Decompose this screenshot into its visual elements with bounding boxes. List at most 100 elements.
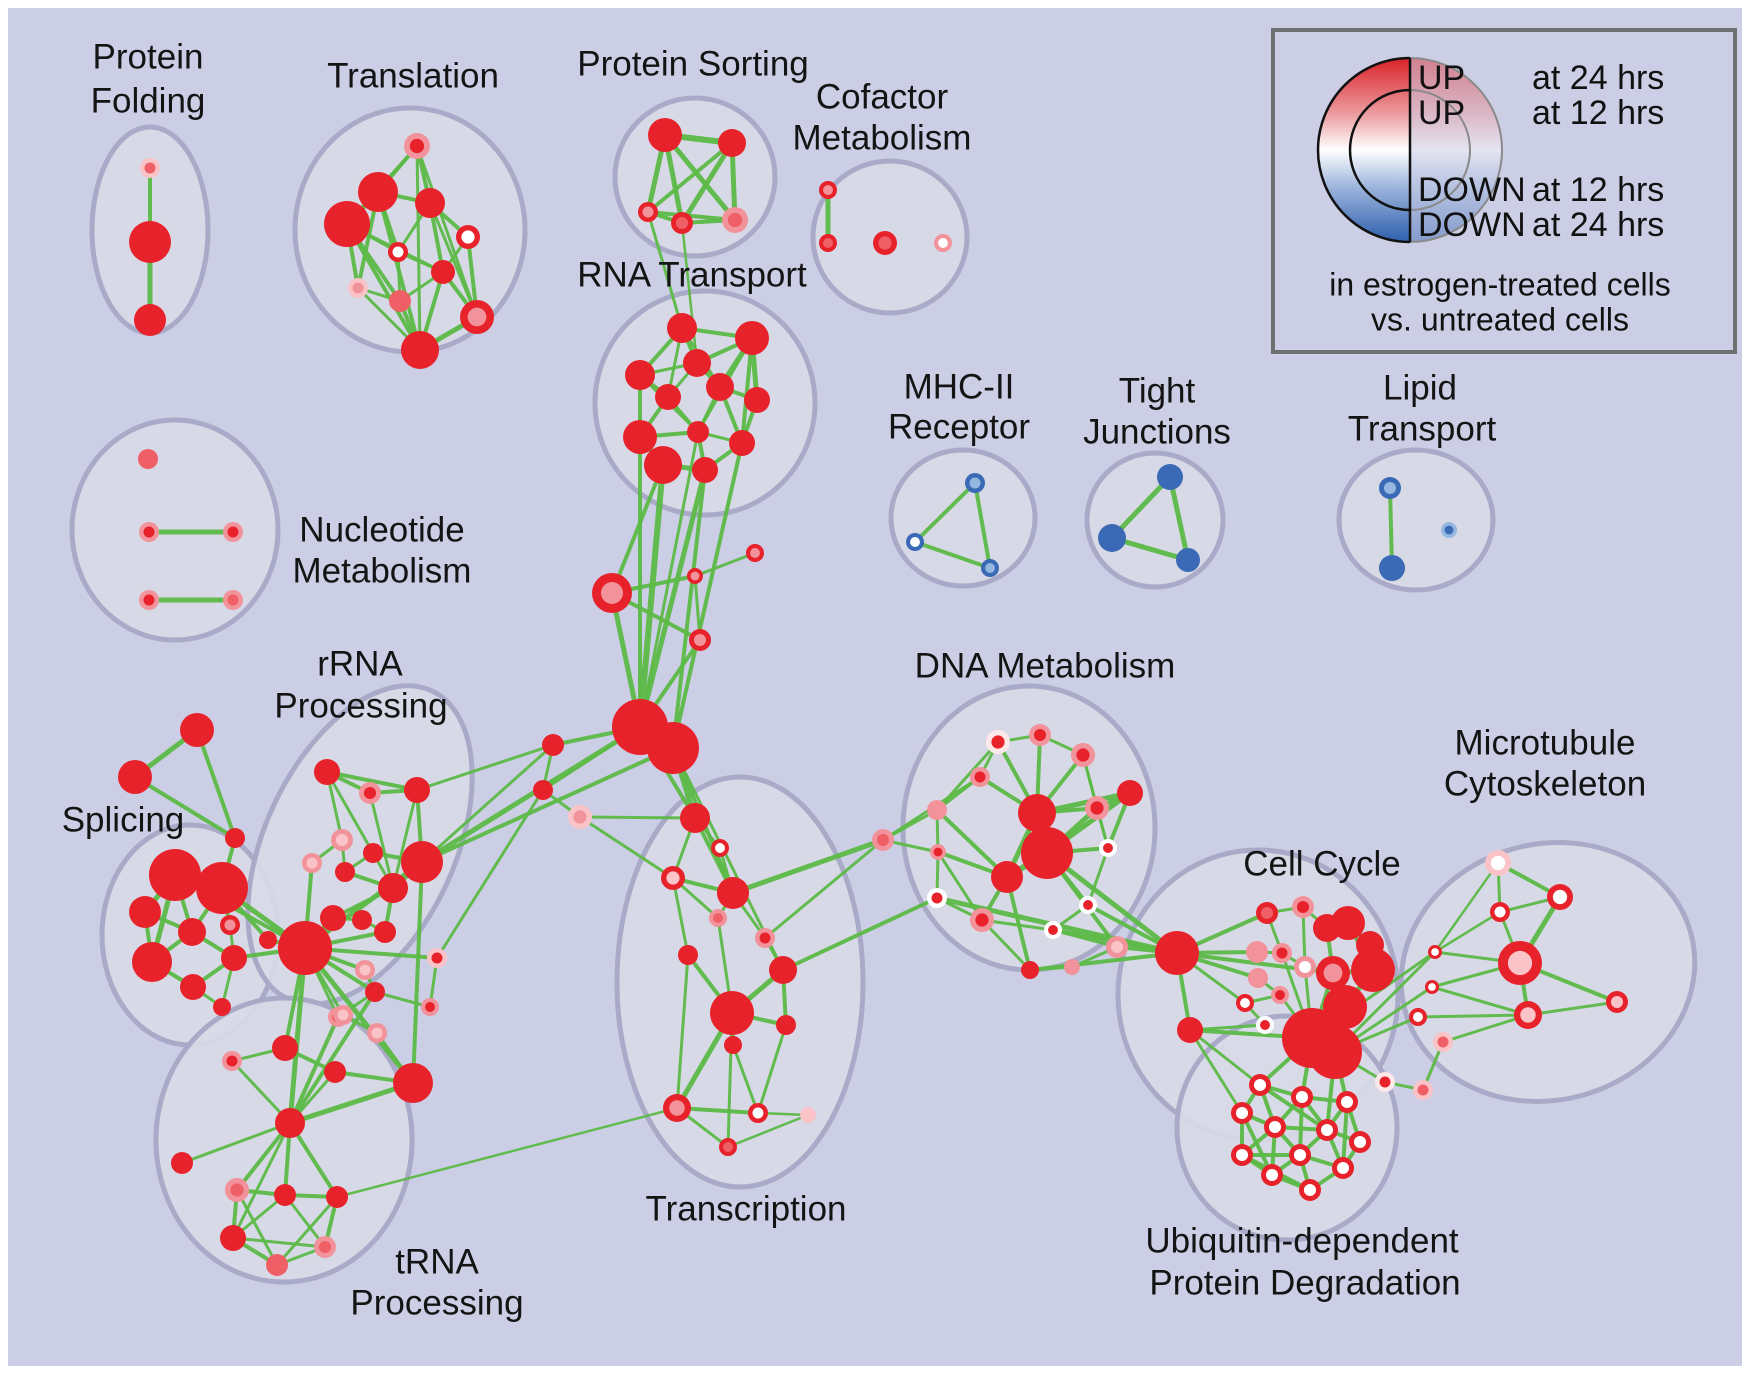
network-node — [355, 960, 375, 980]
network-edge — [325, 770, 375, 855]
node-core-12h — [750, 548, 760, 558]
node-core-12h — [660, 389, 676, 405]
network-edge — [1388, 486, 1394, 570]
network-node — [333, 1005, 353, 1025]
network-node — [324, 201, 370, 247]
network-node — [221, 945, 247, 971]
network-node — [1155, 931, 1199, 975]
node-core-12h — [325, 910, 341, 926]
node-core-12h — [409, 138, 425, 154]
node-core-12h — [803, 1110, 813, 1120]
network-node — [986, 730, 1010, 754]
network-node — [1029, 724, 1051, 746]
cluster-label-cofactor-metabolism: Metabolism — [793, 118, 972, 157]
node-core-12h — [402, 1072, 424, 1094]
network-edge — [288, 990, 377, 1125]
node-core-12h — [537, 784, 549, 796]
network-node — [367, 1023, 387, 1043]
network-edge — [781, 896, 939, 972]
node-core-12h — [876, 833, 890, 847]
node-core-12h — [823, 185, 833, 195]
network-node — [1425, 980, 1439, 994]
legend-caption: vs. untreated cells — [1371, 301, 1629, 337]
network-node — [623, 420, 657, 454]
cluster-label-mhc-ii-receptor: MHC-II — [904, 367, 1015, 406]
cluster-label-protein-folding: Folding — [91, 81, 206, 120]
cluster-label-ubiquitin-dependent-protein-degradation: Ubiquitin-dependent — [1145, 1221, 1459, 1260]
cluster-label-tight-junctions: Junctions — [1083, 412, 1231, 451]
network-edge — [756, 1023, 788, 1115]
node-core-12h — [1182, 1022, 1198, 1038]
network-node — [1289, 1144, 1311, 1166]
network-node — [776, 1015, 796, 1035]
node-core-12h — [278, 1188, 292, 1202]
network-edge — [1441, 1013, 1530, 1044]
node-core-12h — [319, 764, 335, 780]
network-edge — [435, 788, 545, 960]
network-node — [687, 421, 709, 443]
network-node — [378, 873, 408, 903]
network-node — [1375, 1072, 1395, 1092]
node-core-12h — [1026, 802, 1048, 824]
network-node — [746, 544, 764, 562]
node-core-12h — [421, 194, 439, 212]
node-core-12h — [1250, 945, 1264, 959]
node-core-12h — [652, 454, 674, 476]
node-core-12h — [339, 866, 351, 878]
network-node — [118, 760, 152, 794]
network-node — [266, 1254, 288, 1276]
node-core-12h — [330, 1190, 344, 1204]
network-edge — [415, 144, 479, 319]
network-edge — [1086, 846, 1110, 907]
node-core-12h — [225, 1230, 241, 1246]
node-core-12h — [1296, 900, 1310, 914]
cluster-ellipse-protein-sorting — [612, 95, 778, 259]
network-node — [358, 172, 398, 212]
node-core-12h — [1353, 1135, 1367, 1149]
node-core-12h — [1276, 947, 1288, 959]
network-node — [667, 313, 697, 343]
network-node — [1021, 827, 1073, 879]
network-edge — [275, 1195, 339, 1267]
node-core-12h — [207, 873, 237, 903]
cluster-label-trna-processing: Processing — [350, 1283, 523, 1322]
network-edge — [671, 468, 707, 750]
node-core-12h — [666, 871, 680, 885]
network-edge — [740, 336, 754, 445]
network-edge — [415, 743, 555, 792]
network-node — [689, 629, 711, 651]
network-node — [1292, 896, 1314, 918]
node-core-12h — [933, 847, 943, 857]
node-core-12h — [1076, 748, 1090, 762]
legend-inner-left-arc — [1348, 88, 1411, 212]
network-node — [139, 522, 159, 542]
network-node — [1413, 1080, 1433, 1100]
legend-time-label: at 24 hrs — [1532, 206, 1664, 244]
network-edge — [368, 791, 395, 890]
network-node — [1316, 1119, 1338, 1141]
cluster-label-nucleotide-metabolism: Metabolism — [293, 551, 472, 590]
node-core-12h — [546, 738, 560, 752]
network-edge — [287, 945, 308, 1126]
network-node — [404, 777, 430, 803]
node-core-12h — [1437, 1036, 1449, 1048]
network-node — [427, 948, 447, 968]
node-core-12h — [1025, 965, 1035, 975]
node-core-12h — [142, 453, 154, 465]
network-node — [718, 129, 746, 157]
network-edge — [420, 743, 555, 864]
network-node — [404, 133, 430, 159]
node-core-12h — [723, 1142, 733, 1152]
node-core-12h — [1103, 843, 1113, 853]
network-node — [178, 918, 206, 946]
cluster-label-splicing: Splicing — [62, 800, 185, 839]
node-core-12h — [1252, 972, 1264, 984]
node-core-12h — [226, 950, 242, 966]
network-node — [965, 473, 985, 493]
cluster-label-trna-processing: tRNA — [395, 1242, 479, 1281]
node-core-12h — [187, 720, 207, 740]
cluster-label-dna-metabolism: DNA Metabolism — [915, 646, 1176, 685]
network-edge — [1188, 1028, 1262, 1087]
